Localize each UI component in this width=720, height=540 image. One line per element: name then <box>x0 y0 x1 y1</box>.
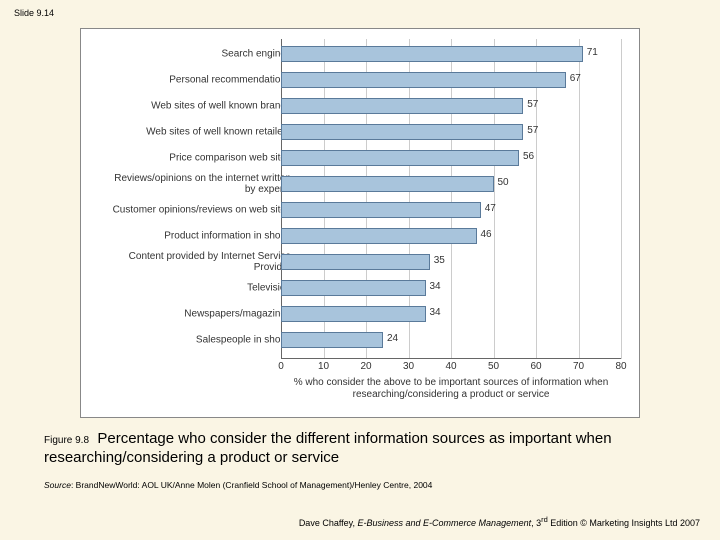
bar <box>281 306 426 322</box>
chart-panel: Search engines 71 Personal recommendations… <box>80 28 640 418</box>
footer-author: Dave Chaffey, <box>299 518 358 528</box>
bar <box>281 280 426 296</box>
source-line: Source: BrandNewWorld: AOL UK/Anne Molen… <box>44 480 432 490</box>
bar-row: Search engines 71 <box>81 41 639 67</box>
bar-label: Newspapers/magazines <box>101 309 291 320</box>
x-tick-label: 80 <box>615 361 626 372</box>
footer: Dave Chaffey, E-Business and E-Commerce … <box>299 515 700 528</box>
bar <box>281 72 566 88</box>
bar-label: Web sites of well known brands <box>101 101 291 112</box>
footer-title: E-Business and E-Commerce Management <box>358 518 532 528</box>
bar <box>281 228 477 244</box>
bar-row: Customer opinions/reviews on web sites 47 <box>81 197 639 223</box>
bar <box>281 332 383 348</box>
bar-value: 35 <box>434 255 445 266</box>
bar <box>281 202 481 218</box>
bar-row: Price comparison web sites 56 <box>81 145 639 171</box>
bar-row: Web sites of well known brands 57 <box>81 93 639 119</box>
bar-value: 57 <box>527 125 538 136</box>
slide-number: Slide 9.14 <box>14 8 54 18</box>
x-axis-title: % who consider the above to be important… <box>281 377 621 401</box>
figure-number: Figure 9.8 <box>44 435 89 446</box>
bar-value: 47 <box>485 203 496 214</box>
chart-inner: Search engines 71 Personal recommendations… <box>81 39 639 417</box>
footer-edition-b: Edition © Marketing Insights Ltd 2007 <box>548 518 700 528</box>
bar-label: Customer opinions/reviews on web sites <box>101 205 291 216</box>
x-tick-label: 70 <box>573 361 584 372</box>
bar-label: Reviews/opinions on the internet written… <box>101 173 291 195</box>
bar-label: Search engines <box>101 49 291 60</box>
bar <box>281 176 494 192</box>
bar-value: 67 <box>570 73 581 84</box>
bar-row: Content provided by Internet Service Pro… <box>81 249 639 275</box>
bar-value: 71 <box>587 47 598 58</box>
bar <box>281 124 523 140</box>
bar-label: Television <box>101 283 291 294</box>
bar-row: Product information in shops 46 <box>81 223 639 249</box>
figure-caption: Figure 9.8 Percentage who consider the d… <box>44 430 690 468</box>
bar-row: Salespeople in shops 24 <box>81 327 639 353</box>
bar-value: 57 <box>527 99 538 110</box>
bar-label: Price comparison web sites <box>101 153 291 164</box>
bar-value: 46 <box>481 229 492 240</box>
bar-row: Web sites of well known retailers 57 <box>81 119 639 145</box>
bar-value: 24 <box>387 333 398 344</box>
bar-label: Personal recommendations <box>101 75 291 86</box>
source-label: Source <box>44 480 71 490</box>
bar <box>281 150 519 166</box>
x-tick-label: 30 <box>403 361 414 372</box>
x-tick-label: 20 <box>360 361 371 372</box>
bar-value: 56 <box>523 151 534 162</box>
bar-value: 34 <box>430 281 441 292</box>
x-tick-label: 10 <box>318 361 329 372</box>
bar-row: Personal recommendations 67 <box>81 67 639 93</box>
bar-label: Web sites of well known retailers <box>101 127 291 138</box>
bar-value: 34 <box>430 307 441 318</box>
bar-value: 50 <box>498 177 509 188</box>
footer-edition-a: , 3 <box>531 518 541 528</box>
bar <box>281 254 430 270</box>
bar-label: Product information in shops <box>101 231 291 242</box>
bar <box>281 98 523 114</box>
bar-row: Newspapers/magazines 34 <box>81 301 639 327</box>
bar-label: Salespeople in shops <box>101 335 291 346</box>
footer-sup: rd <box>541 515 548 524</box>
x-tick-label: 0 <box>278 361 284 372</box>
x-tick-label: 60 <box>530 361 541 372</box>
x-tick-label: 50 <box>488 361 499 372</box>
caption-text: Percentage who consider the different in… <box>44 430 612 466</box>
bar-row: Reviews/opinions on the internet written… <box>81 171 639 197</box>
bar-row: Television 34 <box>81 275 639 301</box>
bar <box>281 46 583 62</box>
source-text: : BrandNewWorld: AOL UK/Anne Molen (Cran… <box>71 480 432 490</box>
bar-label: Content provided by Internet Service Pro… <box>101 251 291 273</box>
x-tick-label: 40 <box>445 361 456 372</box>
